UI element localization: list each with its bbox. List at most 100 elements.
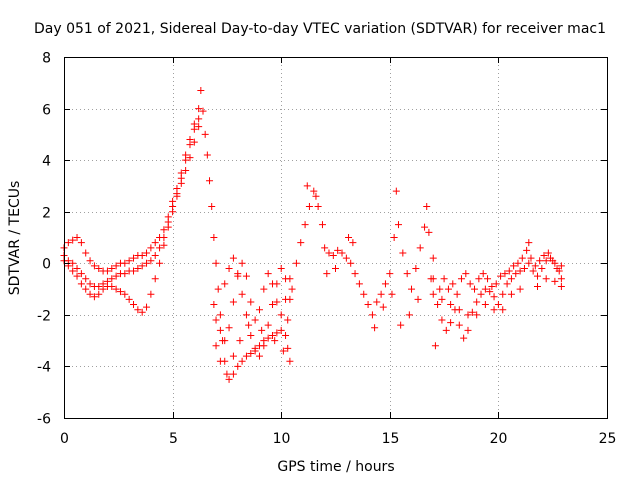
series-2 [60,115,203,316]
data-point [525,239,533,247]
data-point [345,234,353,241]
x-tick-labels: 0 5 10 15 20 25 [60,431,616,447]
data-point [355,280,363,288]
data-point [553,264,561,272]
data-point [499,290,507,298]
x-tick-label: 20 [490,431,508,447]
data-point [143,303,151,311]
data-point [216,357,224,365]
data-point [399,249,407,257]
data-point [490,306,498,314]
data-points [60,87,565,383]
data-point [77,270,85,278]
data-point [212,316,220,324]
data-point [260,342,268,350]
data-point [301,221,309,229]
data-point [529,267,537,275]
data-point [438,316,446,324]
data-point [542,257,550,265]
data-point [147,290,155,298]
data-point [533,272,541,280]
data-point [507,290,515,298]
data-point [551,277,559,285]
data-point [436,285,444,293]
data-point [238,259,246,267]
data-point [392,187,400,195]
x-axis-label: GPS time / hours [277,459,394,475]
data-point [264,334,272,342]
data-point [277,264,285,272]
data-point [121,290,129,298]
data-point [151,239,159,247]
data-point [186,154,194,162]
data-point [269,331,277,339]
data-point [303,182,311,190]
data-point [229,370,237,378]
data-point [412,264,420,272]
data-point [277,326,285,334]
x-tick-label: 25 [599,431,617,447]
data-point [258,326,266,334]
data-point [73,264,81,272]
series-1 [60,107,207,290]
data-point [229,298,237,306]
data-point [273,329,281,337]
data-point [473,311,481,319]
data-point [156,244,164,252]
x-tick-label: 0 [60,431,69,447]
data-point [492,280,500,288]
data-point [255,306,263,314]
data-point [156,259,164,267]
data-point [557,282,565,290]
data-point [488,282,496,290]
data-point [199,107,207,115]
data-point [234,270,242,278]
data-point [349,239,357,247]
data-point [557,262,565,270]
data-point [279,347,287,355]
data-point [195,105,203,113]
data-point [421,223,429,231]
data-point [390,234,398,241]
data-point [368,311,376,319]
y-tick-label: -2 [37,309,51,325]
data-point [260,285,268,293]
data-point [405,311,413,319]
data-point [549,257,557,265]
data-point [475,275,483,283]
data-point [484,275,492,283]
y-tick-labels: -6 -4 -2 0 2 4 6 8 [37,51,51,428]
data-point [221,337,229,345]
data-point [321,244,329,252]
data-point [334,246,342,254]
data-point [425,228,433,236]
data-point [520,264,528,272]
data-point [464,311,472,319]
data-point [251,347,259,355]
data-point [277,311,285,319]
x-tick-label: 10 [273,431,291,447]
data-point [312,192,320,200]
data-point [151,275,159,283]
data-point [464,326,472,334]
data-point [273,298,281,306]
data-point [121,270,129,278]
data-point [533,282,541,290]
data-point [238,290,246,298]
data-point [429,275,437,283]
data-point [143,249,151,257]
data-point [449,280,457,288]
plot-frame [64,57,608,419]
data-point [447,301,455,309]
data-point [284,344,292,352]
data-point [284,316,292,324]
data-point [536,257,544,265]
data-point [538,264,546,272]
data-point [77,239,85,247]
data-point [292,259,300,267]
data-point [90,262,98,270]
data-point [455,321,463,329]
data-point [197,87,205,95]
data-point [457,275,465,283]
grid-lines [64,57,607,418]
